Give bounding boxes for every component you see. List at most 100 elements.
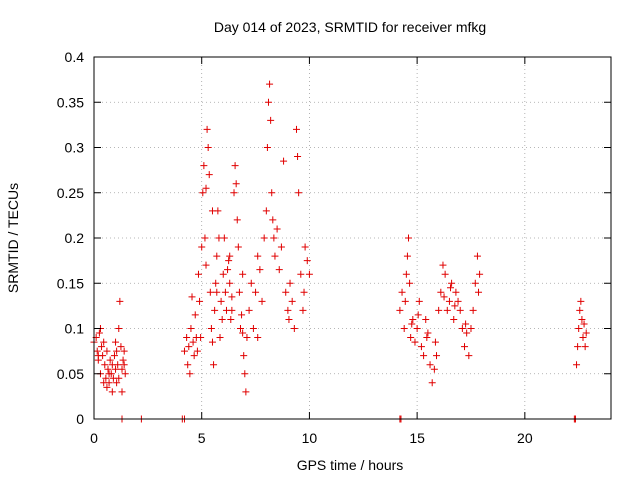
data-point — [121, 370, 129, 378]
data-point — [239, 329, 247, 337]
data-point — [226, 279, 234, 287]
data-point — [260, 234, 268, 242]
data-point — [213, 288, 221, 296]
data-point — [439, 261, 447, 269]
data-point — [437, 288, 445, 296]
y-tick-label: 0.05 — [57, 366, 84, 382]
data-point — [216, 334, 224, 342]
data-point — [578, 315, 586, 323]
y-tick-label: 0.15 — [57, 275, 84, 291]
plot-frame — [93, 56, 612, 420]
data-point — [476, 270, 484, 278]
data-point — [273, 225, 281, 233]
data-point — [207, 325, 215, 332]
data-point — [290, 325, 298, 332]
y-tick-label: 0.35 — [57, 94, 84, 110]
data-point — [469, 306, 477, 314]
x-tick-label: 15 — [409, 430, 425, 446]
data-point — [297, 270, 305, 278]
data-point — [217, 297, 225, 305]
data-point — [301, 243, 309, 251]
data-point — [463, 329, 471, 337]
data-point — [228, 293, 236, 301]
x-tick-label: 5 — [198, 430, 206, 446]
data-point — [212, 279, 220, 287]
data-point — [196, 297, 204, 305]
data-point — [106, 356, 114, 364]
data-point — [422, 315, 430, 323]
data-point — [258, 297, 266, 305]
data-point — [454, 297, 462, 305]
data-point — [104, 365, 112, 373]
data-point — [190, 352, 198, 360]
data-point — [242, 388, 250, 396]
data-point — [120, 347, 128, 355]
data-point — [239, 270, 247, 278]
axis-ticks: 0 0.05 0.1 0.15 0.2 0.25 0.3 0.35 0.4 0 5 10 15 20 — [57, 49, 611, 446]
data-point — [580, 320, 588, 328]
data-point — [448, 279, 456, 287]
data-point — [402, 270, 410, 278]
data-point — [252, 288, 260, 296]
data-point — [576, 306, 584, 314]
data-point — [194, 270, 202, 278]
data-point — [411, 338, 419, 346]
data-point — [188, 293, 196, 301]
x-axis-label: GPS time / hours — [297, 457, 404, 473]
data-point — [95, 329, 103, 337]
data-point — [112, 338, 120, 346]
data-point — [115, 325, 123, 332]
data-point — [426, 361, 434, 369]
data-point — [198, 243, 206, 251]
data-point — [218, 315, 226, 323]
data-point — [575, 325, 583, 332]
data-point — [467, 325, 475, 332]
data-point — [116, 297, 124, 305]
data-point — [235, 288, 243, 296]
data-point — [300, 288, 308, 296]
data-point — [102, 374, 110, 382]
data-point — [271, 252, 279, 260]
data-point — [221, 288, 229, 296]
x-tick-label: 10 — [302, 430, 318, 446]
data-point — [573, 361, 581, 369]
data-point — [268, 189, 276, 197]
data-point — [256, 266, 264, 274]
data-point — [254, 252, 262, 260]
data-point — [430, 365, 438, 373]
data-point — [199, 189, 207, 197]
data-point — [263, 144, 271, 151]
data-point — [193, 347, 201, 355]
data-point — [396, 306, 404, 314]
data-point — [100, 338, 108, 346]
data-point — [227, 315, 235, 323]
data-point — [186, 370, 194, 378]
y-tick-label: 0.4 — [65, 49, 85, 65]
data-point — [284, 306, 292, 314]
y-tick-label: 0 — [76, 411, 84, 427]
data-point — [206, 288, 214, 296]
data-point — [202, 184, 210, 192]
y-tick-label: 0.2 — [65, 230, 85, 246]
data-point — [115, 374, 123, 382]
data-point — [226, 252, 234, 260]
data-point — [232, 180, 240, 188]
data-point — [473, 252, 481, 260]
data-point — [112, 365, 120, 373]
data-point — [230, 189, 238, 197]
data-point — [220, 234, 228, 242]
data-point — [433, 352, 441, 360]
data-point — [277, 243, 285, 251]
data-point — [447, 284, 455, 292]
data-point — [247, 279, 255, 287]
data-point — [398, 288, 406, 296]
data-point — [119, 356, 127, 364]
data-point — [236, 325, 244, 332]
data-point — [406, 279, 414, 287]
data-point — [403, 252, 411, 260]
data-point — [187, 325, 195, 332]
data-point — [197, 334, 205, 342]
data-point — [441, 270, 449, 278]
data-point — [417, 343, 425, 351]
